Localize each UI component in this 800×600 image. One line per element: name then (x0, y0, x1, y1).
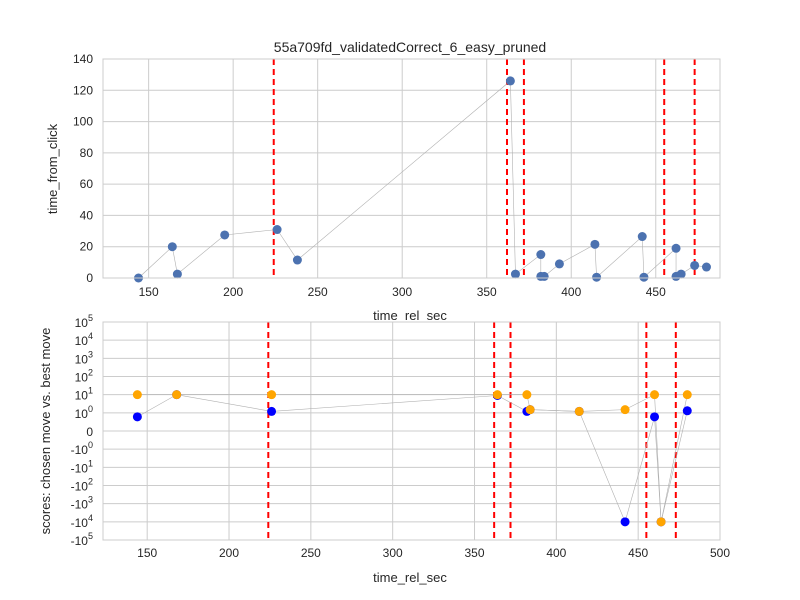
top-vlines (272, 59, 696, 278)
bottom-y-tick-label: 100 (75, 404, 93, 421)
bottom-x-tick-label: 200 (219, 546, 239, 560)
bottom-best-point (525, 405, 535, 415)
top-y-tick-label: 80 (80, 146, 94, 160)
top-y-axis-label: time_from_click (45, 123, 60, 214)
bottom-best-point (267, 390, 277, 400)
top-data (133, 76, 711, 283)
top-grid (103, 58, 720, 279)
top-x-axis-label: time_rel_sec (373, 308, 447, 323)
top-y-tick-label: 100 (73, 115, 93, 129)
top-data-point (554, 259, 564, 269)
bottom-y-tick-label: -102 (71, 477, 93, 494)
bottom-x-tick-label: 250 (301, 546, 321, 560)
top-x-tick-label: 450 (646, 285, 666, 299)
top-data-point (690, 260, 700, 270)
bottom-chosen-point (682, 406, 692, 416)
top-data-point (637, 232, 647, 242)
top-x-tick-label: 250 (308, 285, 328, 299)
bottom-y-tick-label: 0 (86, 425, 93, 439)
bottom-y-axis-label: scores: chosen move vs. best move (38, 328, 53, 535)
bottom-chosen-point (267, 406, 277, 416)
bottom-vlines (267, 322, 677, 540)
top-x-tick-label: 400 (561, 285, 581, 299)
bottom-best-line (137, 394, 688, 522)
bottom-best-point (132, 390, 142, 400)
bottom-grid (103, 321, 721, 541)
top-data-point (167, 242, 177, 252)
bottom-best-point (620, 405, 630, 415)
top-tick-labels: 150 200 250 300 350 400 450 0 20 40 60 80 100 120 140 (73, 52, 666, 299)
top-x-tick-label: 350 (477, 285, 497, 299)
bottom-y-tick-label: -104 (71, 513, 93, 530)
bottom-y-tick-label: -103 (71, 495, 93, 512)
bottom-chosen-point (620, 517, 630, 527)
top-data-point (220, 230, 230, 240)
bottom-best-point (656, 517, 666, 527)
bottom-best-point (492, 390, 502, 400)
bottom-chosen-point (650, 412, 660, 422)
top-data-point (292, 255, 302, 265)
bottom-y-tick-label: -105 (71, 531, 93, 548)
top-data-point (671, 243, 681, 253)
bottom-y-tick-label: 103 (75, 349, 93, 366)
bottom-best-point (172, 390, 182, 400)
top-data-point (592, 272, 602, 282)
top-x-tick-label: 200 (223, 285, 243, 299)
bottom-x-tick-label: 300 (383, 546, 403, 560)
bottom-y-tick-label: 101 (75, 386, 93, 403)
top-data-point (505, 76, 515, 86)
top-y-tick-label: 0 (86, 271, 93, 285)
top-y-tick-label: 60 (80, 177, 94, 191)
bottom-data (132, 390, 692, 527)
bottom-chosen-line (137, 394, 688, 523)
top-y-tick-label: 140 (73, 52, 93, 66)
top-plot: 150 200 250 300 350 400 450020406080100120140 … (45, 52, 721, 323)
top-data-point (536, 250, 546, 260)
bottom-chosen-point (132, 412, 142, 422)
bottom-y-tick-label: -101 (71, 458, 93, 475)
top-data-point (510, 269, 520, 279)
bottom-x-tick-label: 150 (137, 546, 157, 560)
top-plot-frame (102, 58, 721, 279)
top-data-point (676, 269, 686, 279)
top-y-tick-label: 40 (80, 208, 94, 222)
top-y-tick-label: 20 (80, 240, 94, 254)
bottom-x-tick-label: 500 (710, 546, 730, 560)
top-data-point (701, 262, 711, 272)
bottom-y-tick-label: 102 (75, 368, 93, 385)
chart-title: 55a709fd_validatedCorrect_6_easy_pruned (274, 39, 546, 55)
top-data-point (172, 269, 182, 279)
top-series-line (138, 80, 707, 279)
bottom-best-point (682, 390, 692, 400)
bottom-best-point (522, 390, 532, 400)
top-data-point (590, 239, 600, 249)
top-x-tick-label: 150 (139, 285, 159, 299)
bottom-x-tick-label: 350 (464, 546, 484, 560)
bottom-plot-frame (102, 321, 721, 541)
top-data-point (272, 225, 282, 235)
bottom-best-point (650, 390, 660, 400)
top-data-point (639, 272, 649, 282)
bottom-y-tick-label: 104 (75, 331, 93, 348)
top-data-point (539, 271, 549, 281)
bottom-x-axis-label: time_rel_sec (373, 570, 447, 585)
bottom-y-tick-label: -100 (71, 440, 93, 457)
top-y-tick-label: 120 (73, 83, 93, 97)
bottom-x-tick-label: 400 (546, 546, 566, 560)
top-x-tick-label: 300 (392, 285, 412, 299)
bottom-y-tick-label: 105 (75, 313, 93, 330)
bottom-best-point (574, 406, 584, 416)
bottom-x-tick-label: 450 (628, 546, 648, 560)
